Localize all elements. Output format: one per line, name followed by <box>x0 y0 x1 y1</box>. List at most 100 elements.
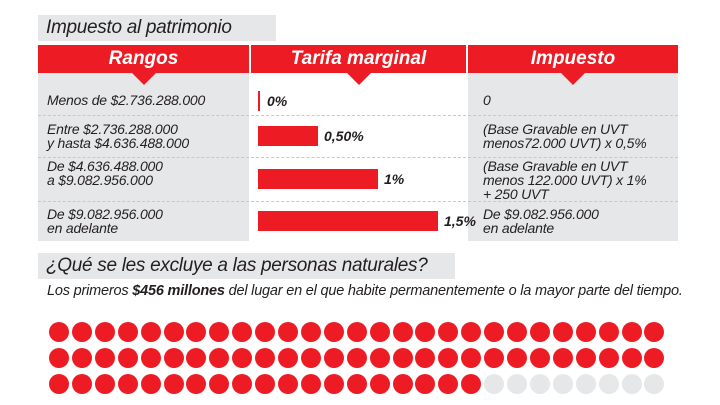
filled-dot <box>369 322 390 342</box>
filled-dot <box>278 322 298 342</box>
range-line: Menos de $2.736.288.000 <box>47 92 206 108</box>
filled-dot <box>621 348 642 368</box>
filled-dot <box>209 374 230 394</box>
tax-line: + 250 UVT <box>483 186 549 202</box>
filled-dot <box>484 322 505 342</box>
rate-bar <box>258 211 438 231</box>
filled-dot <box>346 322 367 342</box>
row-divider <box>468 201 678 202</box>
empty-dot <box>598 374 619 394</box>
range-line: Entre $2.736.288.000 <box>47 121 178 137</box>
filled-dot <box>644 322 665 342</box>
rate-bar <box>258 90 260 111</box>
filled-dot <box>94 374 115 394</box>
row-divider <box>38 115 249 116</box>
filled-dot <box>300 322 321 342</box>
filled-dot <box>71 322 92 342</box>
filled-dot <box>369 374 390 394</box>
filled-dot <box>71 374 92 394</box>
tax-line: en adelante <box>483 220 554 236</box>
filled-dot <box>392 374 413 394</box>
filled-dot <box>392 322 413 342</box>
section2-text: Los primeros $456 millones del lugar en … <box>47 283 687 299</box>
filled-dot <box>461 374 482 394</box>
empty-dot <box>621 374 642 394</box>
filled-dot <box>621 322 642 342</box>
header-label: Impuesto <box>530 48 616 69</box>
row-divider <box>251 115 466 116</box>
filled-dot <box>209 348 230 368</box>
pointer-triangle <box>345 72 372 85</box>
tax-line: menos72.000 UVT) x 0,5% <box>483 135 647 151</box>
page-title: Impuesto al patrimonio <box>38 15 276 41</box>
filled-dot <box>140 322 161 342</box>
text: Los primeros <box>47 283 133 299</box>
header-label: Rangos <box>108 48 179 69</box>
tax-line: 0 <box>483 92 491 108</box>
highlight-amount: $456 millones <box>132 283 225 299</box>
header-impuesto: Impuesto <box>468 45 678 85</box>
filled-dot <box>507 322 527 342</box>
empty-dot <box>644 374 665 394</box>
filled-dot <box>300 348 321 368</box>
filled-dot <box>346 374 367 394</box>
filled-dot <box>163 322 184 342</box>
range-cell: Entre $2.736.288.000 y hasta $4.636.488.0… <box>47 122 247 150</box>
rate-label: 1,5% <box>444 213 476 229</box>
filled-dot <box>255 374 276 394</box>
filled-dot <box>461 322 482 342</box>
range-line: en adelante <box>47 220 118 236</box>
rate-bar <box>258 169 378 189</box>
filled-dot <box>186 322 207 342</box>
tax-cell: (Base Gravable en UVT menos72.000 UVT) x … <box>483 122 678 150</box>
filled-dot <box>369 348 390 368</box>
range-line: De $4.636.488.000 <box>47 158 163 174</box>
header-rangos: Rangos <box>38 45 249 85</box>
filled-dot <box>117 348 138 368</box>
filled-dot <box>529 322 550 342</box>
header-label: Tarifa marginal <box>290 48 427 69</box>
empty-dot <box>575 374 596 394</box>
filled-dot <box>163 374 184 394</box>
filled-dot <box>598 322 619 342</box>
filled-dot <box>163 348 184 368</box>
empty-dot <box>484 374 505 394</box>
filled-dot <box>186 348 207 368</box>
filled-dot <box>438 322 459 342</box>
filled-dot <box>232 348 253 368</box>
pointer-triangle <box>130 72 157 85</box>
empty-dot <box>552 374 573 394</box>
filled-dot <box>232 322 253 342</box>
rate-label: 0% <box>267 92 288 109</box>
filled-dot <box>323 374 344 394</box>
tax-line: (Base Gravable en UVT <box>483 121 628 137</box>
rate-label: 1% <box>384 171 405 187</box>
row-divider <box>468 115 678 116</box>
tax-cell: 0 <box>483 93 678 107</box>
empty-dot <box>507 374 527 394</box>
filled-dot <box>507 348 527 368</box>
filled-dot <box>255 348 276 368</box>
filled-dot <box>49 322 69 342</box>
filled-dot <box>140 374 161 394</box>
filled-dot <box>484 348 505 368</box>
range-cell: De $4.636.488.000 a $9.082.956.000 <box>47 159 247 187</box>
filled-dot <box>186 374 207 394</box>
filled-dot <box>117 374 138 394</box>
row-divider <box>468 157 678 158</box>
filled-dot <box>392 348 413 368</box>
filled-dot <box>94 348 115 368</box>
filled-dot <box>461 348 482 368</box>
filled-dot <box>598 348 619 368</box>
filled-dot <box>575 322 596 342</box>
filled-dot <box>438 348 459 368</box>
row-divider <box>38 201 249 202</box>
tax-cell: (Base Gravable en UVT menos 122.000 UVT) … <box>483 159 678 201</box>
filled-dot <box>140 348 161 368</box>
range-cell: Menos de $2.736.288.000 <box>47 93 247 107</box>
filled-dot <box>415 348 436 368</box>
filled-dot <box>209 322 230 342</box>
filled-dot <box>278 348 298 368</box>
tax-line: menos 122.000 UVT) x 1% <box>483 172 647 188</box>
range-line: De $9.082.956.000 <box>47 206 163 222</box>
